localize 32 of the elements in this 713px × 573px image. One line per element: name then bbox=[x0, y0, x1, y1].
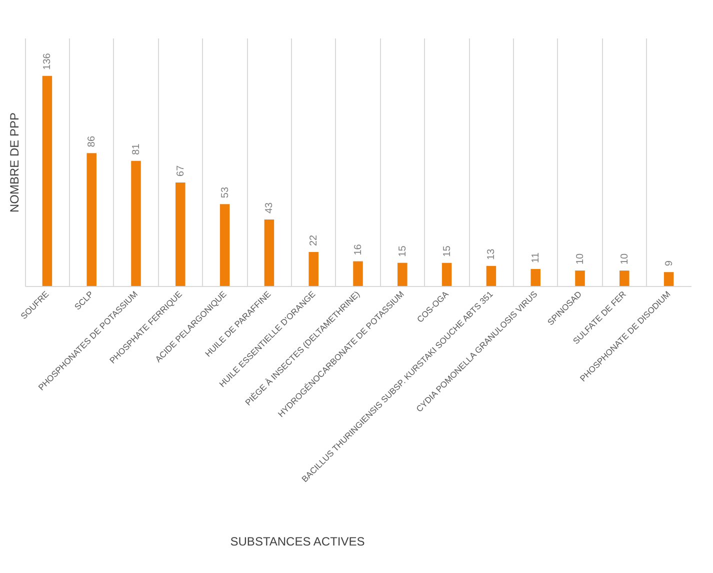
data-label: 9 bbox=[664, 260, 675, 266]
data-label: 13 bbox=[486, 248, 498, 260]
bar bbox=[530, 269, 540, 286]
data-label: 16 bbox=[353, 244, 364, 256]
bar bbox=[486, 266, 496, 286]
bar bbox=[353, 261, 363, 286]
bar bbox=[398, 262, 408, 286]
data-label: 81 bbox=[131, 143, 142, 155]
data-label: 53 bbox=[220, 186, 231, 198]
x-axis-title: SUBSTANCES ACTIVES bbox=[230, 534, 365, 548]
bar bbox=[664, 272, 674, 286]
bar bbox=[264, 220, 274, 286]
bar bbox=[131, 160, 141, 286]
bar bbox=[176, 182, 186, 286]
y-axis-title: NOMBRE DE PPP bbox=[8, 112, 22, 213]
data-label: 10 bbox=[575, 252, 586, 265]
data-label: 15 bbox=[397, 245, 408, 257]
data-label: 10 bbox=[619, 252, 630, 265]
data-label: 67 bbox=[175, 164, 186, 176]
data-label: 43 bbox=[264, 202, 276, 214]
bar bbox=[620, 270, 630, 286]
data-label: 22 bbox=[308, 234, 320, 246]
data-label: 15 bbox=[442, 245, 453, 257]
bar bbox=[575, 270, 585, 286]
data-label: 11 bbox=[530, 252, 542, 263]
bar bbox=[308, 252, 318, 286]
bar bbox=[42, 76, 52, 286]
data-label: 136 bbox=[42, 52, 54, 70]
bar bbox=[442, 262, 452, 286]
bar bbox=[220, 204, 230, 286]
data-label: 86 bbox=[86, 136, 98, 148]
bar bbox=[86, 153, 96, 286]
